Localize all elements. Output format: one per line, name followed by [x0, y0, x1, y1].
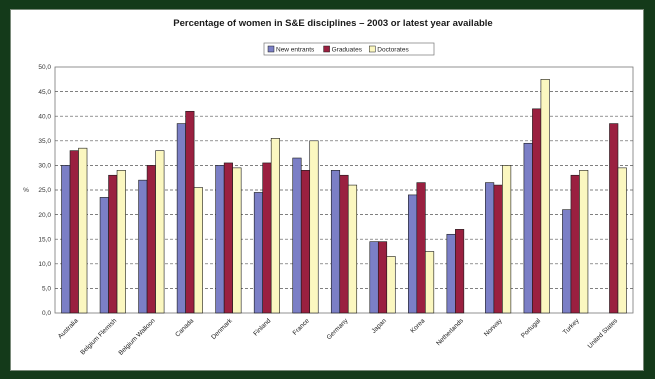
y-tick-label: 15,0: [38, 236, 51, 243]
y-tick-label: 30,0: [38, 163, 51, 170]
y-tick-label: 40,0: [38, 113, 51, 120]
chart-panel: Percentage of women in S&E disciplines –…: [10, 9, 644, 371]
y-tick-label: 5,0: [42, 286, 51, 293]
bars: [61, 79, 627, 314]
bar-doctorates: [155, 150, 165, 314]
bar-graduates: [570, 174, 580, 314]
y-tick-label: 10,0: [38, 261, 51, 268]
bar-doctorates: [270, 138, 280, 314]
x-tick-label: Finland: [252, 317, 272, 337]
bar-new-entrants: [485, 182, 495, 314]
x-tick-label: Australia: [57, 317, 80, 340]
bar-doctorates: [78, 147, 88, 314]
y-axis-ticks: 0,0 5,0 10,0 15,0 20,0 25,0 30,0 35,0 40,0 45,0 50…: [38, 64, 51, 317]
y-tick-label: 35,0: [38, 138, 51, 145]
bar-new-entrants: [369, 241, 379, 314]
bar-doctorates: [309, 140, 319, 314]
y-tick-label: 20,0: [38, 212, 51, 219]
bar-new-entrants: [253, 192, 263, 314]
bar-graduates: [493, 184, 503, 314]
bar-new-entrants: [292, 157, 302, 314]
bar-graduates: [223, 162, 233, 314]
x-tick-label: Norway: [483, 317, 504, 338]
bar-doctorates: [116, 170, 126, 314]
bar-graduates: [108, 174, 118, 314]
bar-graduates: [339, 174, 349, 314]
bar-new-entrants: [330, 170, 341, 314]
x-tick-label: Belgium Flemish: [79, 317, 118, 356]
x-tick-label: Netherlands: [435, 317, 465, 347]
bar-graduates: [146, 165, 156, 314]
bar-graduates: [69, 150, 79, 314]
bar-graduates: [532, 108, 542, 314]
bar-chart: Percentage of women in S&E disciplines –…: [23, 18, 634, 357]
x-tick-label: Turkey: [562, 317, 581, 336]
bar-graduates: [609, 123, 619, 314]
y-tick-label: 50,0: [38, 64, 51, 71]
bar-graduates: [185, 110, 195, 314]
bar-doctorates: [386, 256, 396, 314]
x-tick-label: France: [292, 317, 312, 337]
bar-graduates: [455, 229, 465, 314]
x-tick-label: Belgium Walloon: [117, 317, 157, 357]
bar-new-entrants: [523, 142, 533, 314]
bar-new-entrants: [99, 197, 109, 314]
x-tick-label: Germany: [326, 317, 350, 341]
bar-doctorates: [425, 251, 435, 314]
y-tick-label: 0,0: [42, 310, 51, 317]
bar-doctorates: [540, 79, 550, 314]
bar-doctorates: [579, 170, 589, 314]
y-tick-label: 25,0: [38, 187, 51, 194]
x-tick-label: Korea: [409, 317, 426, 334]
legend: New entrants Graduates Doctorates: [263, 42, 435, 56]
bar-doctorates: [193, 187, 203, 314]
legend-box: [263, 42, 435, 56]
bar-graduates: [300, 170, 311, 314]
x-tick-label: Denmark: [210, 317, 234, 341]
legend-label: Graduates: [332, 47, 363, 54]
bar-graduates: [262, 162, 272, 314]
bar-doctorates: [617, 167, 627, 314]
bar-new-entrants: [61, 165, 71, 314]
legend-label: New entrants: [276, 47, 315, 54]
x-tick-label: Portugal: [520, 317, 542, 339]
bar-new-entrants: [408, 194, 418, 314]
x-tick-label: United States: [587, 317, 620, 350]
bar-new-entrants: [176, 123, 186, 314]
legend-swatch: [267, 45, 275, 53]
x-tick-label: Canada: [174, 317, 195, 338]
bar-new-entrants: [215, 165, 225, 314]
bar-new-entrants: [562, 209, 572, 314]
bar-graduates: [377, 241, 388, 314]
bar-doctorates: [347, 184, 358, 314]
y-tick-label: 45,0: [38, 89, 51, 96]
x-axis-labels: Australia Belgium Flemish Belgium Walloon C…: [57, 317, 620, 357]
legend-swatch: [369, 45, 376, 53]
bar-doctorates: [232, 167, 242, 314]
chart-title: Percentage of women in S&E disciplines –…: [173, 18, 492, 29]
bar-new-entrants: [446, 233, 456, 314]
legend-label: Doctorates: [377, 47, 409, 54]
bar-doctorates: [502, 165, 512, 314]
bar-new-entrants: [138, 179, 148, 314]
bar-graduates: [416, 182, 426, 314]
legend-swatch: [323, 45, 330, 53]
x-tick-label: Japan: [370, 317, 388, 335]
y-axis-label: %: [23, 187, 29, 194]
